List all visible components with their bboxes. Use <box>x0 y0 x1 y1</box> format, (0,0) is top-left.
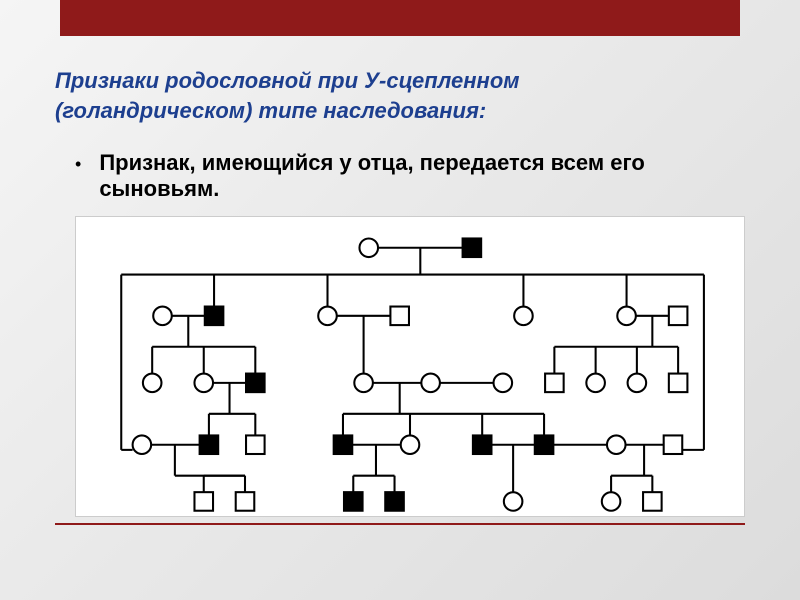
pedigree-female <box>143 374 162 393</box>
pedigree-male <box>246 436 265 455</box>
title-block: Признаки родословной при У-сцепленном (г… <box>55 66 745 125</box>
bullet-list: • Признак, имеющийся у отца, передается … <box>75 150 745 202</box>
bullet-text: Признак, имеющийся у отца, передается вс… <box>99 150 745 202</box>
header-bar <box>60 0 740 36</box>
pedigree-female <box>194 374 213 393</box>
pedigree-male-affected <box>205 307 224 326</box>
pedigree-male <box>194 493 213 512</box>
pedigree-male-affected <box>200 436 219 455</box>
pedigree-female <box>628 374 647 393</box>
pedigree-male <box>236 493 255 512</box>
slide-container: Признаки родословной при У-сцепленном (г… <box>0 0 800 525</box>
pedigree-female <box>153 307 172 326</box>
title-line-1: Признаки родословной при У-сцепленном <box>55 66 745 96</box>
pedigree-male-affected <box>385 493 404 512</box>
pedigree-male-affected <box>334 436 353 455</box>
pedigree-male-affected <box>246 374 265 393</box>
title-line-2: (голандрическом) типе наследования: <box>55 96 745 126</box>
pedigree-female <box>602 493 621 512</box>
pedigree-male-affected <box>463 239 482 258</box>
pedigree-male <box>669 374 688 393</box>
pedigree-female <box>617 307 636 326</box>
pedigree-male-affected <box>344 493 363 512</box>
pedigree-female <box>133 436 152 455</box>
pedigree-male <box>664 436 683 455</box>
pedigree-frame <box>75 216 745 517</box>
bullet-item: • Признак, имеющийся у отца, передается … <box>75 150 745 202</box>
pedigree-female <box>354 374 373 393</box>
pedigree-female <box>318 307 337 326</box>
pedigree-female <box>607 436 626 455</box>
pedigree-female <box>494 374 513 393</box>
pedigree-female <box>359 239 378 258</box>
pedigree-male-affected <box>473 436 492 455</box>
pedigree-male-affected <box>535 436 554 455</box>
pedigree-female <box>514 307 533 326</box>
pedigree-female <box>421 374 440 393</box>
pedigree-female <box>504 493 523 512</box>
footer-rule <box>55 523 745 525</box>
pedigree-male <box>545 374 564 393</box>
pedigree-diagram <box>80 223 740 512</box>
pedigree-male <box>390 307 409 326</box>
pedigree-female <box>401 436 420 455</box>
bullet-dot-icon: • <box>75 152 81 177</box>
pedigree-male <box>643 493 662 512</box>
pedigree-female <box>586 374 605 393</box>
pedigree-male <box>669 307 688 326</box>
